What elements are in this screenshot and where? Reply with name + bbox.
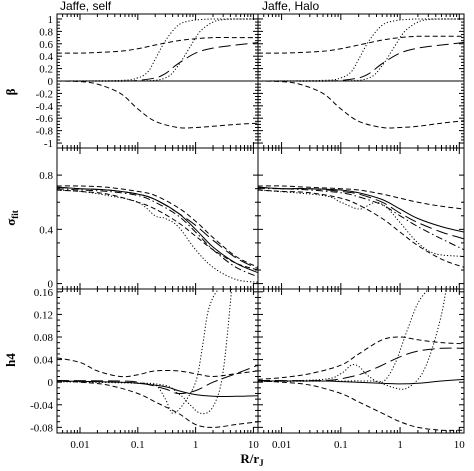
series-line-long-dash-3 xyxy=(57,364,258,395)
y-tick-label: 0.08 xyxy=(34,332,54,344)
y-axis-label-sigma: σfit xyxy=(3,210,20,226)
y-tick-label: 0.8 xyxy=(39,26,53,38)
series-line-dotted-4 xyxy=(258,189,464,257)
x-tick-label: 1 xyxy=(193,439,199,451)
y-tick-label: -0.6 xyxy=(36,113,54,125)
series-line-short-dash-2 xyxy=(258,80,464,129)
x-tick-label: 0.01 xyxy=(70,439,89,451)
series-line-dotted-4 xyxy=(258,18,464,82)
y-tick-label: 0.2 xyxy=(39,64,53,76)
y-tick-label: -0.08 xyxy=(30,422,53,434)
x-tick-label: 0.1 xyxy=(334,439,348,451)
y-axis-label-h4: h4 xyxy=(3,353,18,367)
y-tick-label: 0.4 xyxy=(39,51,53,63)
series-line-dotted-5 xyxy=(57,18,258,82)
panel-frame-r1-c0 xyxy=(56,147,259,290)
y-tick-label: 0.12 xyxy=(34,309,53,321)
series-line-solid-0 xyxy=(57,380,258,397)
series-line-solid-0 xyxy=(258,378,464,385)
series-line-dotted-5 xyxy=(258,18,464,82)
series-line-short-dash-1 xyxy=(57,357,258,378)
series-line-short-dash-1 xyxy=(258,336,464,380)
y-axis-label-sigma-sub: fit xyxy=(10,210,20,219)
panel-series-r1-c1 xyxy=(258,185,464,268)
series-line-dotted-5 xyxy=(258,289,447,390)
column-title-right: Jaffe, Halo xyxy=(262,0,319,13)
y-axis-label-sigma-main: σ xyxy=(3,219,18,226)
series-line-short-dash-2 xyxy=(57,189,258,271)
panel-series-r2-c1 xyxy=(258,289,464,431)
column-title-left: Jaffe, self xyxy=(60,0,112,13)
y-tick-label: 0.4 xyxy=(39,224,53,236)
series-line-dotted-4 xyxy=(57,189,258,283)
y-tick-label: 0.16 xyxy=(34,287,54,299)
series-line-short-dash-1 xyxy=(258,185,464,210)
x-axis-label: R/rJ xyxy=(240,451,264,468)
series-line-dotted-4 xyxy=(258,289,429,384)
y-tick-label: -0.2 xyxy=(36,88,53,100)
y-tick-label: 0.6 xyxy=(39,39,53,51)
y-axis-label-beta: β xyxy=(3,88,18,95)
x-tick-label: 1 xyxy=(397,439,403,451)
series-line-solid-0 xyxy=(57,186,258,274)
series-line-short-dash-2 xyxy=(57,380,258,428)
y-tick-label: -0.04 xyxy=(30,400,53,412)
y-tick-label: 0 xyxy=(48,76,54,88)
panel-series-r2-c0 xyxy=(57,289,258,428)
series-line-short-dash-2 xyxy=(57,80,258,129)
series-line-short-dash-1 xyxy=(57,185,258,268)
series-line-short-dash-1 xyxy=(258,35,464,54)
y-tick-label: -0.8 xyxy=(36,126,54,138)
series-line-long-dash-3 xyxy=(57,42,258,82)
x-tick-label: 10 xyxy=(454,439,466,451)
panel-frame-r2-c1 xyxy=(257,288,465,434)
panel-frame-r1-c1 xyxy=(257,147,465,290)
x-axis-label-sub: J xyxy=(259,458,264,468)
series-line-dotted-5 xyxy=(57,289,233,415)
series-line-dotted-4 xyxy=(57,289,220,414)
panel-series-r0-c1 xyxy=(258,18,464,129)
series-line-short-dash-1 xyxy=(57,37,258,54)
y-tick-label: 0 xyxy=(48,279,54,291)
y-tick-label: 0 xyxy=(48,377,54,389)
y-tick-label: 0.04 xyxy=(34,355,54,367)
series-line-short-dash-2 xyxy=(258,189,464,268)
y-tick-label: -0.4 xyxy=(36,101,54,113)
panel-series-r0-c0 xyxy=(57,18,258,129)
series-line-long-dash-3 xyxy=(258,42,464,82)
panel-series-r1-c0 xyxy=(57,185,258,283)
series-line-long-dash-3 xyxy=(57,186,258,270)
series-line-long-dash-3 xyxy=(258,186,464,240)
series-line-long-dash-3 xyxy=(258,347,464,382)
panels: -1-0.8-0.6-0.4-0.200.20.40.60.8100.40.8-… xyxy=(30,13,466,451)
series-line-dot-dash-5 xyxy=(258,188,464,251)
series-line-dot-dash-5 xyxy=(57,188,258,278)
x-tick-label: 0.01 xyxy=(272,439,291,451)
series-line-solid-0 xyxy=(258,186,464,233)
series-line-dotted-4 xyxy=(57,18,258,82)
y-tick-label: 0.8 xyxy=(39,170,53,182)
y-tick-label: 1 xyxy=(48,14,54,26)
series-line-short-dash-2 xyxy=(258,380,464,431)
y-tick-label: -1 xyxy=(44,138,53,150)
x-axis-label-main: R/r xyxy=(240,451,259,466)
panel-frame-r2-c0 xyxy=(56,288,259,434)
x-tick-label: 10 xyxy=(248,439,260,451)
x-tick-label: 0.1 xyxy=(131,439,145,451)
